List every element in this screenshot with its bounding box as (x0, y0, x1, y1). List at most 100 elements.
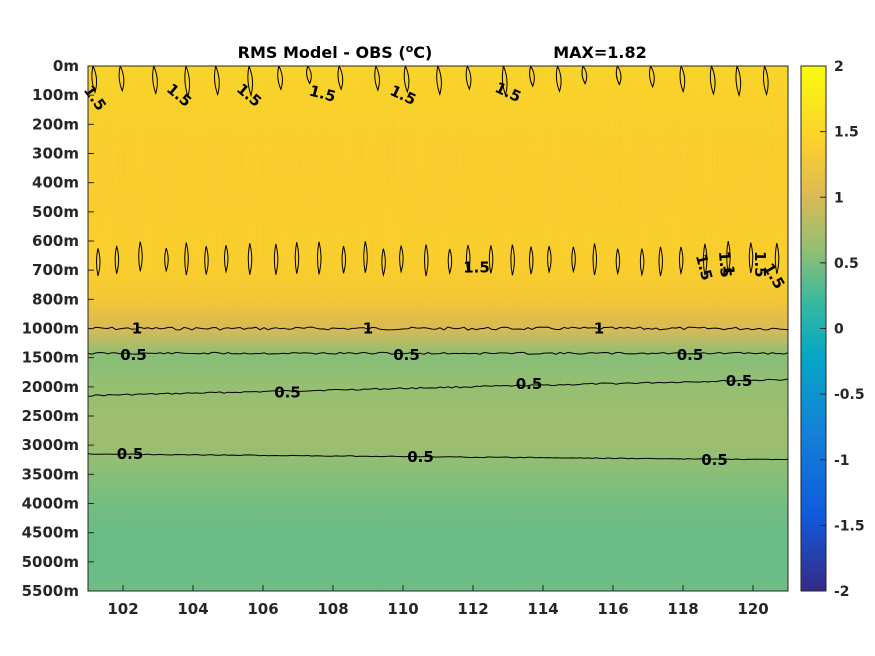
contour-1.5-top-loop (529, 65, 535, 88)
contour-1.5-top-loop (403, 65, 410, 94)
x-tick-label: 118 (667, 600, 698, 618)
contour-1.5-loop (317, 241, 322, 275)
contour-1.5-top-loop (581, 65, 588, 85)
y-tick-label: 2500m (22, 407, 79, 425)
contour-label: 0.5 (120, 346, 147, 364)
y-tick-label: 600m (32, 232, 79, 250)
y-tick-label: 4500m (22, 524, 79, 542)
contour-1 (87, 326, 789, 331)
y-tick-label: 700m (32, 261, 79, 279)
y-tick-label: 3000m (22, 436, 79, 454)
x-tick-label: 106 (247, 600, 278, 618)
contour-label: 0.5 (701, 451, 728, 469)
contour-1.5-top-loop (247, 65, 254, 98)
contour-1.5-top-loop (214, 65, 220, 97)
colorbar-tick-label: 1.5 (834, 125, 859, 141)
x-tick-label: 114 (527, 600, 558, 618)
contour-1.5-loop (510, 244, 515, 276)
contour-1.5-top-loop (615, 65, 622, 86)
contour-1.5-top-loop (709, 65, 716, 96)
contour-1.5-loop (571, 246, 576, 274)
contour-1.5-loop (204, 246, 209, 275)
y-axis: 0m 100m 200m 300m 400m 500m 600m 700m 800m 1000m 1… (22, 57, 94, 600)
heatmap-texture (88, 66, 788, 326)
contour-label: 1.5 (463, 258, 490, 276)
y-tick-label: 500m (32, 203, 79, 221)
contour-label: 0.5 (117, 445, 144, 463)
contour-1.5-loop (774, 242, 780, 275)
colorbar-tick-label: 1 (834, 190, 844, 206)
y-tick-label: 5000m (22, 553, 79, 571)
x-tick-label: 108 (317, 600, 348, 618)
contour-1.5-top-loop (436, 65, 442, 96)
contour-1.5-top-loop (555, 65, 562, 93)
contour-1.5-top-loop (762, 65, 769, 97)
contour-1.5-loop (294, 242, 300, 274)
contour-1.5-top-loop (277, 65, 283, 91)
contour-1.5-top-loop (337, 65, 344, 91)
contour-label: 1 (363, 320, 373, 338)
y-tick-label: 4000m (22, 495, 79, 513)
contour-1.5-loop (424, 244, 429, 277)
contour-1.5-loop (247, 243, 253, 275)
contour-1.5-top-loop (374, 65, 380, 92)
contour-0.5-upper (87, 351, 789, 355)
contour-1.5-loop (399, 245, 404, 274)
y-tick-label: 5500m (22, 582, 79, 600)
contour-1.5-top-loop (306, 65, 312, 85)
contour-label: 1 (594, 320, 604, 338)
contour-1.5-loop (465, 244, 471, 274)
contour-1.5-loop (223, 245, 229, 274)
y-tick-label: 1000m (22, 320, 79, 338)
contour-1.5-top-loop (735, 65, 742, 97)
contour-1.5-top-loop (152, 65, 158, 96)
contour-label: 1 (132, 320, 142, 338)
contour-1.5-loop (748, 242, 754, 274)
contour-1.5-top-loop (465, 65, 472, 91)
contour-label: 0.5 (393, 346, 420, 364)
contour-1.5-loop (639, 248, 645, 277)
colorbar-ticks: 2 1.5 1 0.5 0 -0.5 -1 -1.5 -2 (820, 59, 865, 600)
colorbar-tick-label: 2 (834, 59, 844, 75)
contour-0.5-mid (87, 378, 789, 397)
contour-label: 0.5 (274, 384, 301, 402)
contour-1.5-loop (447, 248, 453, 275)
contour-1.5-loop (615, 248, 621, 276)
x-tick-label: 110 (387, 600, 418, 618)
contour-label: 0.5 (516, 375, 543, 393)
contour-1.5-loop (658, 246, 663, 277)
x-tick-label: 102 (107, 600, 138, 618)
y-tick-label: 0m (53, 57, 79, 75)
contour-1.5-top-loop (649, 65, 655, 89)
x-axis: 102 104 106 108 110 112 114 116 118 120 (107, 585, 769, 618)
y-tick-label: 400m (32, 174, 79, 192)
plot-area: 1.5 1.5 1.5 1.5 1.5 1.51.5 1.51.51 1.51.51 1 10.5… (22, 57, 789, 618)
contour-1.5-loop (363, 241, 368, 273)
x-tick-label: 104 (177, 600, 208, 618)
chart-title: RMS Model - OBS (oC) (238, 42, 433, 62)
y-tick-label: 2000m (22, 378, 79, 396)
contour-1.5-loop (547, 245, 552, 274)
contour-label: 0.5 (407, 448, 434, 466)
x-tick-label: 120 (737, 600, 768, 618)
contour-0.5-deep (87, 453, 789, 461)
contour-1.5-loop (528, 246, 534, 275)
contour-1.5-top-loop (91, 65, 98, 94)
contour-1.5-loop (114, 245, 120, 274)
contour-1.5-loop (273, 243, 279, 275)
colorbar-tick-label: -1.5 (834, 518, 865, 534)
x-tick-label: 116 (597, 600, 628, 618)
y-tick-label: 300m (32, 145, 79, 163)
contour-lines (87, 65, 789, 461)
colorbar-tick-label: 0.5 (834, 256, 859, 272)
colorbar: 2 1.5 1 0.5 0 -0.5 -1 -1.5 -2 (800, 59, 865, 600)
colorbar-tick-label: -2 (834, 584, 850, 600)
contour-1.5-loop (138, 241, 143, 272)
contour-1.5-loop (381, 248, 386, 278)
y-tick-label: 3500m (22, 465, 79, 483)
contour-1.5-top-loop (501, 65, 508, 97)
y-tick-label: 100m (32, 86, 79, 104)
contour-label: 0.5 (726, 372, 753, 390)
contour-label: 1 (720, 265, 738, 275)
